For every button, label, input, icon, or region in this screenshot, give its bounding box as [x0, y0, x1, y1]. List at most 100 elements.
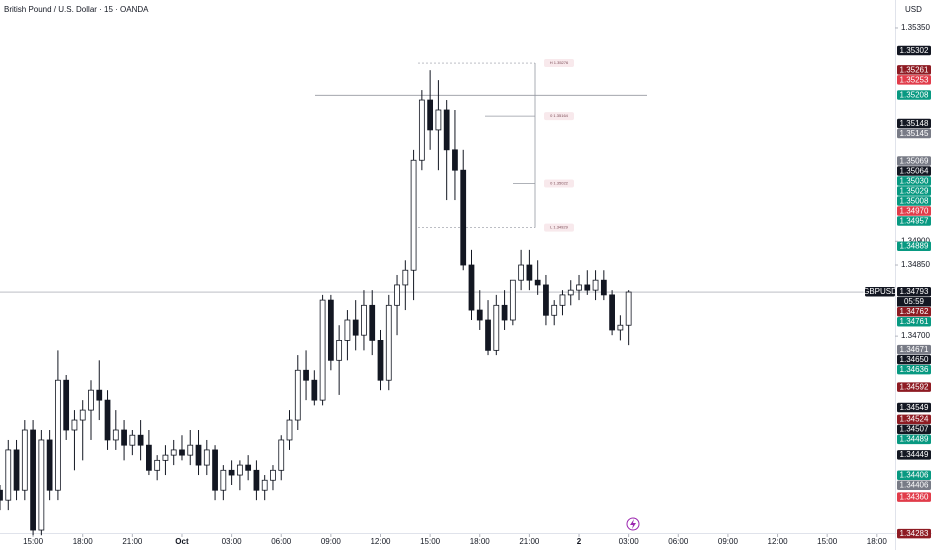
price-label-bg [897, 196, 931, 206]
candle-body [253, 469, 260, 491]
range-label-bg [544, 223, 574, 232]
candle-body [88, 389, 94, 411]
x-tick-label: 18:00 [867, 537, 888, 546]
x-tick-label: 18:00 [73, 537, 94, 546]
candle-body [385, 304, 392, 381]
candle-body [452, 149, 458, 171]
x-tick-label: Oct [175, 537, 189, 546]
candle-body [592, 279, 599, 291]
candle-body [584, 284, 591, 291]
price-label-bg [897, 424, 931, 435]
candle-body [203, 449, 210, 466]
price-label: 1.34671 [900, 345, 929, 354]
candle-body [261, 479, 268, 491]
price-label-bg [897, 344, 931, 355]
y-tick-label: 1.34900 [901, 236, 930, 245]
candle-body [303, 369, 309, 381]
candle-body [46, 439, 53, 491]
candle-body [270, 469, 276, 481]
price-label: 1.35030 [900, 176, 929, 185]
candle-body [311, 379, 318, 401]
candle-body [485, 319, 491, 351]
candle-body [501, 304, 508, 321]
symbol-label-bg [865, 287, 895, 297]
candle-body [104, 399, 111, 441]
candle-body [518, 264, 524, 281]
range-label-bg [544, 179, 574, 188]
price-label-bg [897, 434, 931, 445]
range-label-bg [544, 112, 574, 121]
candle-body [352, 319, 359, 336]
candle-body [38, 439, 45, 531]
price-label: 1.35008 [900, 196, 929, 205]
candle-body [534, 279, 541, 286]
candle-body [63, 379, 70, 431]
candle-body [625, 291, 632, 326]
price-label: 1.35064 [900, 166, 929, 175]
x-tick-label: 03:00 [222, 537, 243, 546]
x-tick-label: 15:00 [420, 537, 441, 546]
candle-body [228, 469, 235, 476]
candle-body [30, 429, 36, 531]
candle-body [460, 169, 467, 266]
range-label: 0 1.35022 [550, 181, 569, 186]
x-tick-label: 03:00 [619, 537, 640, 546]
price-label: 1.34449 [900, 450, 929, 459]
candle-body [154, 459, 161, 471]
x-tick-label: 12:00 [370, 537, 391, 546]
price-label: 1.34507 [900, 425, 929, 434]
price-label: 1.34650 [900, 355, 929, 364]
event-icon-bolt [630, 519, 636, 529]
candle-body [212, 449, 218, 491]
candle-body [435, 109, 442, 131]
price-label: 1.35069 [900, 156, 929, 165]
candle-body [336, 340, 343, 361]
candle-body [617, 324, 624, 331]
candle-body [129, 434, 136, 446]
price-label: 1.35145 [900, 129, 929, 138]
x-tick-label: 06:00 [271, 537, 292, 546]
candle-body [394, 284, 400, 306]
price-label-bg [897, 216, 931, 226]
price-label: 1.34406 [900, 471, 929, 480]
price-label: 1.34793 [900, 287, 929, 296]
price-label-bg [897, 382, 931, 392]
candle-body [377, 340, 384, 381]
candle-body [543, 284, 549, 316]
price-label: 1.34592 [900, 382, 929, 391]
price-label-bg [897, 118, 931, 129]
event-icon[interactable] [626, 517, 640, 531]
candle-body [21, 429, 28, 491]
currency-label: USD [905, 5, 922, 14]
candle-body [71, 419, 78, 431]
candle-body [286, 419, 293, 441]
candle-body [294, 369, 301, 421]
candle-body [319, 299, 326, 401]
x-tick-label: 06:00 [668, 537, 689, 546]
countdown-bg [897, 297, 931, 307]
candle-body [576, 284, 582, 291]
price-label-bg [897, 156, 931, 166]
candle-body [410, 159, 417, 271]
candle-body [551, 304, 558, 316]
price-label: 1.35261 [900, 65, 929, 74]
candle-body [476, 309, 483, 321]
price-label: 1.34889 [900, 242, 929, 251]
x-tick-label: 2 [577, 537, 582, 546]
candle-body [187, 444, 194, 456]
price-label-bg [897, 528, 931, 539]
candle-body [245, 464, 252, 471]
symbol-label: GBPUSD [863, 287, 897, 296]
price-label-bg [897, 241, 931, 252]
range-label: 0 1.35164 [550, 113, 569, 118]
y-tick-label: 1.34850 [901, 260, 930, 269]
price-label-bg [897, 307, 931, 317]
price-label-bg [897, 45, 931, 56]
price-label: 1.35208 [900, 90, 929, 99]
price-label-bg [897, 480, 931, 491]
candle-body [468, 264, 475, 311]
price-label: 1.35148 [900, 119, 929, 128]
candle-body [509, 279, 516, 321]
